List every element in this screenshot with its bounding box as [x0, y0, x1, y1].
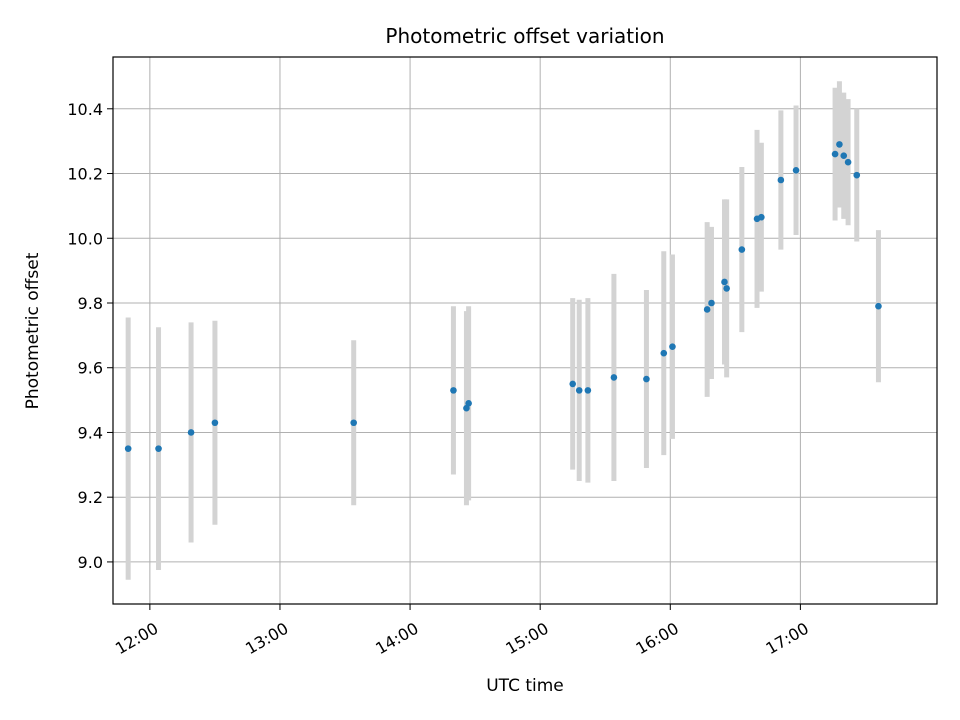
data-point [703, 306, 711, 313]
y-tick-label: 9.6 [78, 359, 103, 378]
data-point [124, 445, 132, 452]
y-tick-label: 10.4 [67, 100, 103, 119]
data-point [723, 285, 730, 292]
y-axis-label: Photometric offset [23, 252, 43, 409]
data-point [738, 246, 746, 253]
data-point [721, 278, 728, 286]
chart-title: Photometric offset variation [385, 24, 664, 48]
data-point [875, 302, 882, 310]
data-point [155, 445, 162, 452]
data-point [450, 387, 457, 394]
data-point [853, 171, 861, 179]
data-point [584, 387, 592, 394]
data-point [211, 419, 219, 427]
y-tick-label: 9.0 [78, 553, 103, 572]
data-point [669, 343, 676, 350]
y-tick-label: 10.2 [67, 165, 103, 184]
data-point [660, 349, 668, 357]
data-point [187, 429, 195, 436]
y-axis: 9.0 9.2 9.4 9.6 9.8 10.0 10.2 10.4 [67, 100, 113, 572]
x-axis-label: UTC time [486, 676, 564, 696]
data-point [708, 299, 715, 307]
data-point [465, 400, 472, 407]
data-point [792, 166, 800, 174]
data-point [643, 375, 650, 383]
data-point [575, 387, 583, 394]
data-point [350, 419, 357, 427]
plot-frame [112, 56, 938, 605]
y-tick-label: 9.8 [78, 294, 103, 313]
data-point [836, 141, 843, 148]
markers [124, 141, 882, 452]
data-point [569, 380, 577, 388]
y-tick-label: 9.4 [78, 423, 103, 442]
y-tick-label: 9.2 [78, 488, 103, 507]
y-tick-label: 10.0 [67, 229, 103, 248]
data-point [831, 150, 839, 158]
data-point [777, 176, 785, 184]
data-point [758, 213, 765, 221]
data-point [844, 158, 852, 166]
data-point [610, 374, 618, 381]
data-point [840, 152, 848, 160]
